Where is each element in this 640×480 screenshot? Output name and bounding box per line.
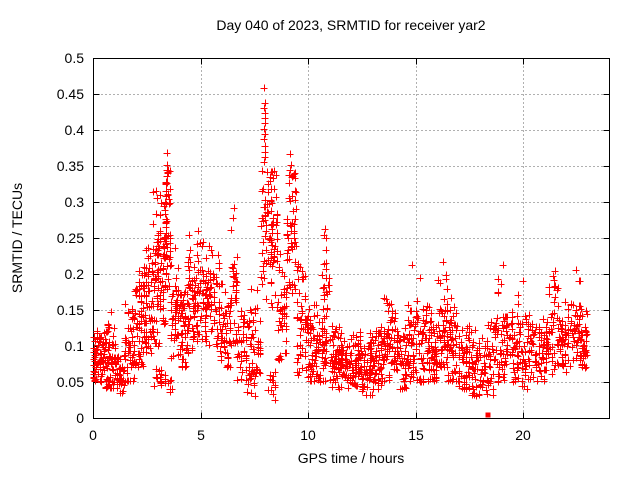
svg-text:0.35: 0.35 — [57, 158, 84, 174]
tick-labels: 0 5 10 15 20 0 0.05 0.1 0.15 0.2 0.25 0.3 0.35 0.4 0.4… — [57, 50, 531, 443]
scatter-points — [90, 84, 591, 418]
svg-text:0.45: 0.45 — [57, 86, 84, 102]
chart-title: Day 040 of 2023, SRMTID for receiver yar… — [216, 17, 485, 33]
svg-text:0.05: 0.05 — [57, 374, 84, 390]
svg-text:0: 0 — [76, 410, 84, 426]
svg-text:10: 10 — [300, 427, 316, 443]
svg-text:0.5: 0.5 — [65, 50, 85, 66]
svg-text:0.3: 0.3 — [65, 194, 85, 210]
svg-text:0.1: 0.1 — [65, 338, 85, 354]
svg-text:0.4: 0.4 — [65, 122, 85, 138]
x-axis-label: GPS time / hours — [298, 450, 405, 466]
svg-text:20: 20 — [515, 427, 531, 443]
svg-text:0.25: 0.25 — [57, 230, 84, 246]
svg-text:15: 15 — [408, 427, 424, 443]
svg-text:5: 5 — [197, 427, 205, 443]
svg-text:0.15: 0.15 — [57, 302, 84, 318]
plot-border-and-ticks — [93, 58, 610, 419]
svg-text:0.2: 0.2 — [65, 266, 85, 282]
y-axis-label: SRMTID / TECUs — [9, 183, 25, 293]
svg-text:0: 0 — [89, 427, 97, 443]
